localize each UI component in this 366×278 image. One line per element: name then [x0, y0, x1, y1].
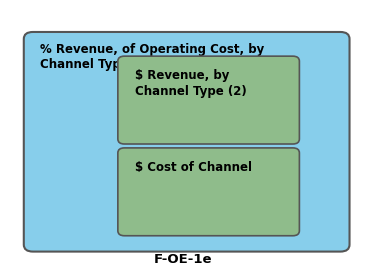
Text: $ Revenue, by
Channel Type (2): $ Revenue, by Channel Type (2) [135, 70, 247, 98]
FancyBboxPatch shape [24, 32, 350, 252]
Text: % Revenue, of Operating Cost, by
Channel Type: % Revenue, of Operating Cost, by Channel… [40, 43, 265, 71]
FancyBboxPatch shape [118, 148, 299, 236]
Text: $ Cost of Channel: $ Cost of Channel [135, 161, 253, 174]
Text: F-OE-1e: F-OE-1e [154, 254, 212, 266]
FancyBboxPatch shape [118, 56, 299, 144]
